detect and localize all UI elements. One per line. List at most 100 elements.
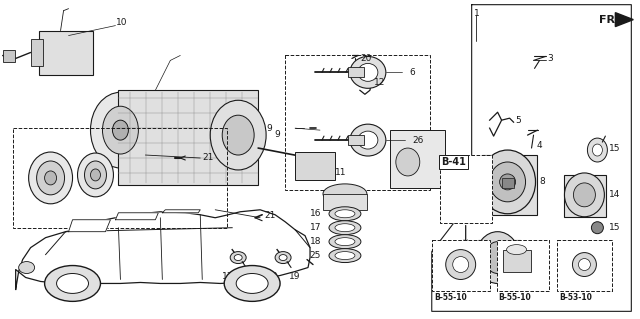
- Text: 18: 18: [310, 237, 321, 246]
- Ellipse shape: [490, 162, 525, 202]
- Ellipse shape: [90, 92, 150, 168]
- Ellipse shape: [230, 252, 246, 263]
- Text: FR.: FR.: [600, 15, 620, 25]
- Polygon shape: [163, 210, 200, 213]
- Text: 9: 9: [275, 130, 280, 139]
- Ellipse shape: [335, 224, 355, 232]
- Text: 25: 25: [310, 251, 321, 260]
- Bar: [38, 31, 93, 75]
- Ellipse shape: [564, 173, 604, 217]
- Text: 13: 13: [268, 271, 279, 280]
- Bar: [477, 240, 520, 276]
- Text: 21: 21: [264, 211, 275, 220]
- Bar: [348, 67, 364, 78]
- Ellipse shape: [335, 238, 355, 246]
- Text: 8: 8: [540, 177, 545, 186]
- Ellipse shape: [236, 273, 268, 293]
- Ellipse shape: [29, 152, 72, 204]
- Bar: [285, 56, 430, 190]
- Polygon shape: [115, 213, 158, 220]
- Ellipse shape: [484, 241, 511, 273]
- Ellipse shape: [479, 150, 536, 214]
- Bar: [502, 178, 513, 188]
- Text: 11: 11: [335, 168, 346, 177]
- Ellipse shape: [113, 120, 129, 140]
- Text: 16: 16: [310, 209, 321, 218]
- Bar: [482, 155, 536, 215]
- Text: 20: 20: [360, 54, 371, 63]
- Ellipse shape: [335, 252, 355, 260]
- Ellipse shape: [19, 262, 35, 273]
- Ellipse shape: [45, 265, 100, 301]
- Ellipse shape: [579, 259, 591, 271]
- Bar: [118, 90, 258, 185]
- Text: 14: 14: [609, 190, 621, 199]
- Text: 1: 1: [474, 9, 479, 18]
- Text: B-55-10: B-55-10: [499, 293, 531, 302]
- Ellipse shape: [275, 252, 291, 263]
- Ellipse shape: [335, 210, 355, 218]
- Text: 5: 5: [516, 116, 522, 125]
- Ellipse shape: [56, 273, 88, 293]
- Ellipse shape: [45, 171, 56, 185]
- Text: 26: 26: [413, 136, 424, 145]
- Ellipse shape: [358, 63, 378, 81]
- Ellipse shape: [358, 131, 378, 149]
- Bar: [557, 240, 612, 292]
- Ellipse shape: [224, 265, 280, 301]
- Ellipse shape: [84, 161, 106, 189]
- Ellipse shape: [588, 138, 607, 162]
- Text: 2: 2: [522, 253, 527, 262]
- Ellipse shape: [329, 235, 361, 249]
- Ellipse shape: [90, 169, 100, 181]
- Ellipse shape: [222, 115, 254, 155]
- Text: 9: 9: [266, 124, 272, 133]
- Ellipse shape: [329, 207, 361, 221]
- Text: 19: 19: [289, 271, 301, 280]
- Bar: [564, 175, 606, 217]
- Text: 15: 15: [609, 144, 621, 152]
- Text: B-55-10: B-55-10: [434, 293, 467, 302]
- Ellipse shape: [234, 255, 242, 261]
- Bar: [31, 39, 43, 66]
- Ellipse shape: [452, 256, 468, 272]
- Ellipse shape: [572, 253, 596, 277]
- Ellipse shape: [210, 100, 266, 170]
- Bar: [348, 135, 364, 145]
- Ellipse shape: [350, 124, 386, 156]
- Ellipse shape: [323, 184, 367, 204]
- Bar: [390, 130, 445, 188]
- Bar: [502, 249, 531, 271]
- Text: 10: 10: [116, 18, 128, 27]
- Text: 19: 19: [244, 271, 255, 280]
- Bar: [497, 240, 548, 292]
- Polygon shape: [615, 13, 634, 26]
- Bar: [13, 128, 227, 228]
- Text: 12: 12: [374, 78, 385, 87]
- Ellipse shape: [476, 232, 520, 284]
- Ellipse shape: [77, 153, 113, 197]
- Text: B-53-10: B-53-10: [559, 293, 593, 302]
- Bar: [432, 240, 490, 292]
- Text: 13: 13: [223, 271, 234, 280]
- Ellipse shape: [445, 249, 476, 279]
- Text: 21: 21: [202, 152, 214, 161]
- Text: B-41: B-41: [441, 157, 466, 167]
- Ellipse shape: [591, 222, 604, 234]
- Text: 15: 15: [609, 223, 621, 232]
- Polygon shape: [68, 220, 111, 232]
- Text: 4: 4: [536, 141, 542, 150]
- Text: 17: 17: [310, 223, 321, 232]
- Ellipse shape: [279, 255, 287, 261]
- Ellipse shape: [350, 56, 386, 88]
- Ellipse shape: [593, 144, 602, 156]
- Bar: [3, 50, 15, 63]
- Ellipse shape: [329, 221, 361, 235]
- Bar: [295, 152, 335, 180]
- Ellipse shape: [507, 245, 527, 255]
- Ellipse shape: [329, 249, 361, 263]
- Bar: [323, 194, 367, 210]
- Ellipse shape: [500, 174, 516, 190]
- Text: 3: 3: [547, 54, 553, 63]
- Ellipse shape: [102, 106, 138, 154]
